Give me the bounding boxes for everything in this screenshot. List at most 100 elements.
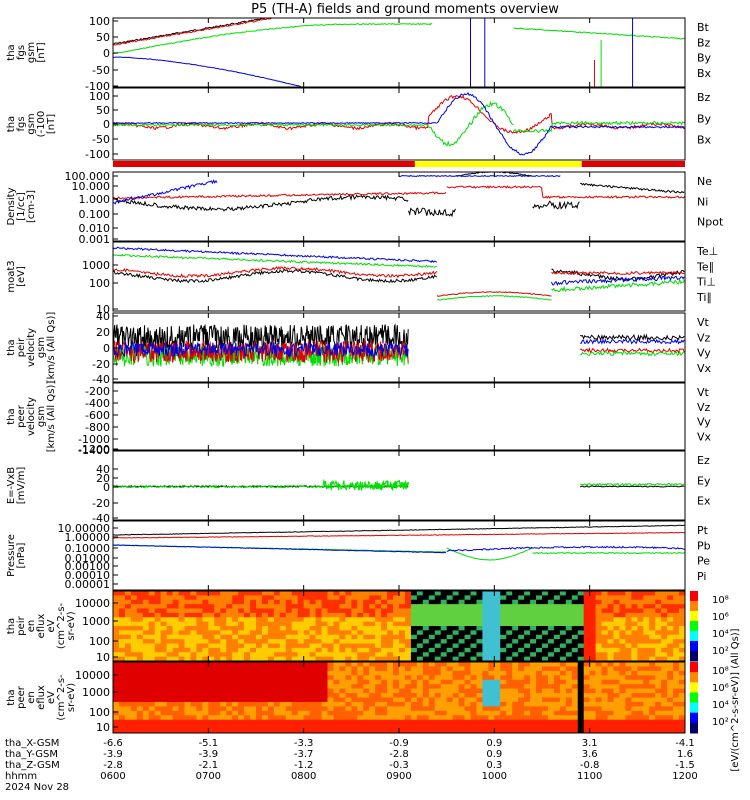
spectrogram-cell [524, 688, 531, 694]
spectrogram-cell [518, 701, 525, 707]
spectrogram-cell [637, 639, 644, 644]
spectrogram-cell [428, 591, 436, 596]
spectrogram-cell [339, 662, 346, 667]
spectrogram-cell [357, 647, 364, 653]
spectrogram-cell [315, 634, 323, 640]
spectrogram-cell [172, 706, 180, 712]
spectrogram-cell [238, 608, 245, 614]
spectrogram-cell [649, 675, 656, 681]
y-tick-label: 50 [96, 31, 110, 44]
series-bz [113, 18, 278, 46]
spectrogram-cell [220, 599, 227, 605]
axis-row-value: -6.6 [103, 738, 123, 749]
spectrogram-cell [244, 626, 251, 631]
spectrogram-cell [476, 634, 483, 640]
spectrogram-cell [375, 621, 382, 627]
spectrogram-cell [273, 715, 281, 721]
spectrogram-cell [601, 670, 609, 676]
spectrogram-cell [571, 608, 579, 614]
spectrogram-cell [256, 656, 263, 661]
spectrogram-cell [273, 666, 281, 672]
spectrogram-cell [285, 719, 293, 725]
spectrogram-cell [226, 688, 233, 694]
spectrogram-cell [375, 728, 382, 733]
spectrogram-cell [315, 666, 323, 672]
spectrogram-cell [184, 608, 191, 614]
panel-pressure: Pressure [nPa]10.000001.000000.100000.010… [6, 520, 711, 591]
spectrogram-cell [470, 728, 477, 733]
y-tick-label: -50 [92, 133, 110, 146]
spectrogram-cell [226, 591, 233, 596]
spectrogram-cell [250, 599, 257, 605]
spectrogram-cell [250, 701, 257, 707]
spectrogram-cell [321, 621, 328, 627]
spectrogram-cell [309, 679, 317, 685]
spectrogram-cell [428, 719, 436, 725]
spectrogram-cell [208, 621, 215, 627]
spectrogram-cell [476, 639, 483, 644]
spectrogram-cell [315, 621, 323, 627]
spectrogram-cell [130, 688, 138, 694]
spectrogram-cell [238, 662, 245, 667]
spectrogram-cell [601, 688, 609, 694]
y-tick-label: 10 [96, 303, 110, 316]
spectrogram-cell [124, 612, 132, 618]
spectrogram-cell [261, 675, 269, 681]
spectrogram-cell [351, 634, 358, 640]
spectrogram-cell [410, 652, 418, 658]
spectrogram-cell [679, 656, 685, 661]
spectrogram-cell [524, 634, 531, 640]
y-tick-label: 1.000 [79, 193, 111, 206]
spectrogram-cell [494, 647, 501, 653]
spectrogram-cell [285, 728, 293, 733]
spectrogram-cell [327, 608, 334, 614]
spectrogram-cell [452, 710, 460, 716]
spectrogram-cell [583, 634, 591, 640]
spectrogram-cell [649, 662, 656, 667]
spectrogram-cell [321, 670, 328, 676]
spectrogram-cell [113, 643, 120, 649]
spectrogram-cell [464, 679, 471, 685]
spectrogram-cell [577, 706, 585, 712]
spectrogram-cell [464, 710, 471, 716]
spectrogram-cell [595, 599, 603, 605]
spectrogram-cell [410, 626, 418, 631]
spectrogram-cell [297, 697, 305, 703]
spectrogram-cell [369, 662, 376, 667]
spectrogram-cell [416, 630, 424, 636]
spectrogram-cell [261, 617, 269, 623]
spectrogram-cell [273, 670, 281, 676]
spectrogram-cell [297, 652, 305, 658]
spectrogram-cell [571, 724, 579, 730]
spectrogram-cell [595, 639, 603, 644]
spectrogram-cell [387, 656, 394, 661]
spectrogram-cell [410, 679, 418, 685]
spectrogram-cell [399, 617, 406, 623]
spectrogram-cell [166, 724, 174, 730]
spectrogram-cell [130, 710, 138, 716]
spectrogram-cell [494, 643, 501, 649]
spectrogram-cell [530, 599, 537, 605]
spectrogram-cell [595, 679, 603, 685]
spectrogram-cell [577, 643, 585, 649]
spectrogram-cell [285, 652, 293, 658]
spectrogram-cell [154, 643, 162, 649]
spectrogram-cell [470, 639, 477, 644]
spectrogram-cell [607, 728, 614, 733]
spectrogram-cell [381, 701, 388, 707]
spectrogram-cell [375, 715, 382, 721]
spectrogram-cell [542, 728, 549, 733]
spectrogram-cell [118, 728, 126, 733]
series-pe-bump [446, 547, 533, 561]
spectrogram-cell [220, 666, 227, 672]
spectrogram-cell [393, 679, 400, 685]
spectrogram-cell [482, 652, 489, 658]
spectrogram-cell [279, 715, 287, 721]
spectrogram-cell [273, 684, 281, 690]
spectrogram-cell [607, 647, 614, 653]
spectrogram-cell [589, 604, 597, 609]
spectrogram-cell [339, 666, 346, 672]
spectrogram-cell [583, 656, 591, 661]
spectrogram-cell [142, 706, 150, 712]
spectrogram-cell [333, 643, 340, 649]
